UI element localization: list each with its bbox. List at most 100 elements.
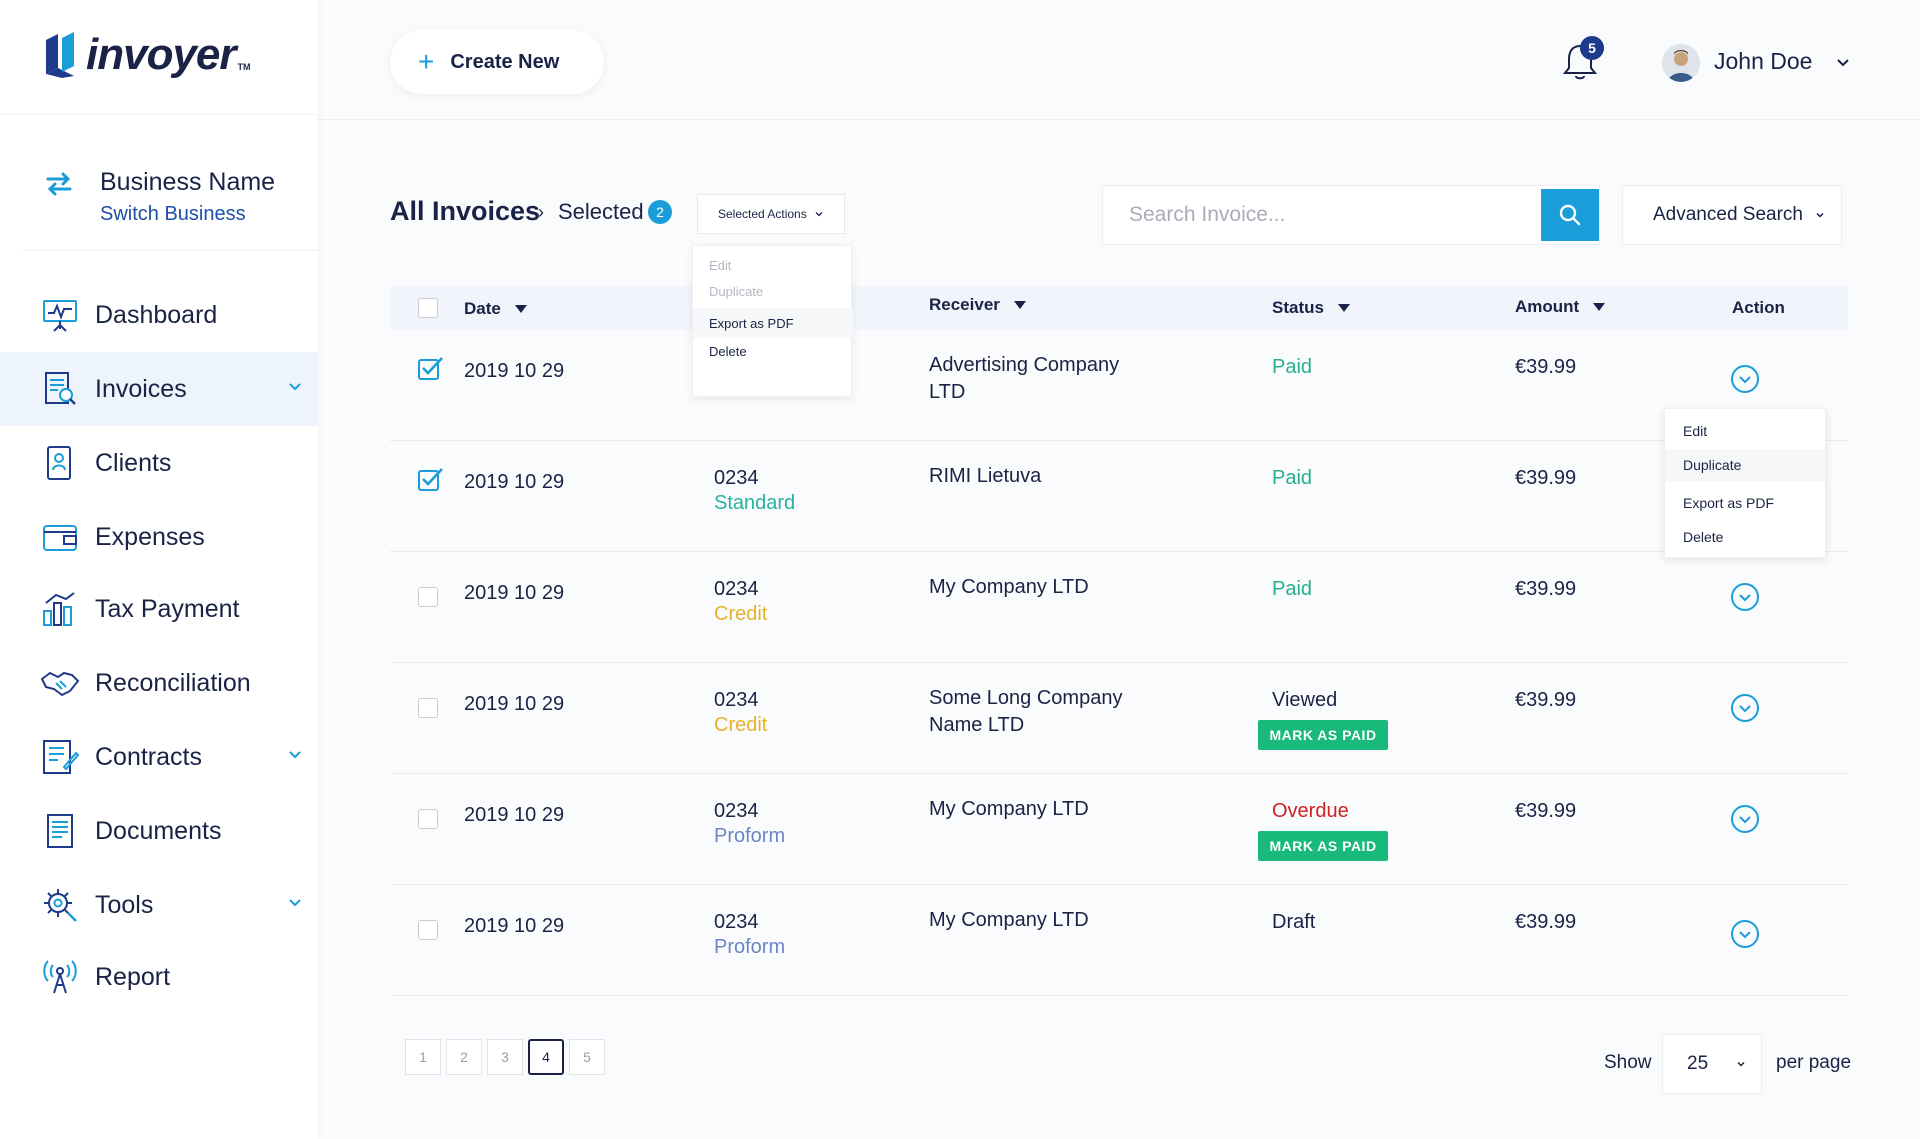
checkbox-checked-icon[interactable] (418, 356, 444, 380)
clients-icon (47, 446, 71, 480)
row-action-toggle-icon[interactable] (1730, 693, 1760, 723)
row-checkbox[interactable] (418, 920, 438, 940)
user-avatar-icon (1662, 44, 1700, 82)
per-page-label: per page (1776, 1052, 1852, 1073)
invoice-amount: €39.99 (1515, 356, 1577, 378)
dashboard-icon (43, 300, 77, 332)
receiver-header-label: Receiver (929, 295, 1000, 314)
chevron-down-icon[interactable] (288, 748, 302, 762)
status-header-label: Status (1272, 298, 1324, 317)
sidebar-item-report[interactable]: Report (0, 940, 318, 1014)
sort-caret-icon (1013, 301, 1026, 309)
sort-caret-icon (1593, 303, 1606, 311)
sidebar-item-documents[interactable]: Documents (0, 794, 318, 868)
chevron-down-icon[interactable] (288, 380, 302, 394)
mark-as-paid-button[interactable]: MARK AS PAID (1258, 831, 1388, 861)
page-1-button[interactable]: 1 (405, 1039, 441, 1075)
breadcrumb-separator: › (538, 202, 544, 222)
chevron-down-icon (1816, 212, 1824, 218)
sidebar-item-invoices[interactable]: Invoices (0, 352, 318, 426)
create-new-button[interactable]: + Create New (390, 30, 604, 94)
invoice-date: 2019 10 29 (464, 804, 565, 826)
sidebar-item-expenses[interactable]: Expenses (0, 500, 318, 574)
date-header-label: Date (464, 299, 501, 318)
sidebar-item-label: Reconciliation (95, 668, 251, 697)
invoice-amount: €39.99 (1515, 800, 1577, 822)
invoice-number: 0234 (714, 800, 759, 822)
switch-business-link[interactable]: Switch Business (100, 203, 246, 225)
status-text: Paid (1272, 356, 1313, 378)
table-row[interactable]: 2019 10 29 0234 Credit Some Long Company Nam… (390, 663, 1848, 774)
invoice-amount: €39.99 (1515, 911, 1577, 933)
chevron-down-icon[interactable] (288, 896, 302, 910)
row-menu-item-duplicate[interactable]: Duplicate (1665, 449, 1825, 481)
page-title: All Invoices (390, 196, 541, 226)
invoice-type: Proform (714, 936, 786, 958)
sidebar-item-clients[interactable]: Clients (0, 426, 318, 500)
table-row[interactable]: 2019 10 29 0234 Standard RIMI Lietuva Paid €3… (390, 441, 1848, 552)
checkbox-checked-icon[interactable] (418, 467, 444, 491)
brand-logo[interactable]: invoyer TM (44, 30, 251, 80)
sidebar-item-label: Expenses (95, 522, 205, 551)
chevron-down-icon (815, 212, 823, 217)
business-switcher[interactable]: Business Name Switch Business (44, 168, 275, 226)
receiver-name: My Company LTD (929, 798, 1089, 820)
sidebar-item-tax-payment[interactable]: Tax Payment (0, 572, 318, 646)
tools-gear-icon (44, 889, 77, 922)
chevron-down-icon[interactable] (1836, 56, 1850, 70)
table-header: Date Receiver Status Amount Action (390, 286, 1848, 330)
selected-actions-dropdown[interactable]: Selected Actions (697, 194, 845, 234)
sidebar-item-dashboard[interactable]: Dashboard (0, 278, 318, 352)
contract-icon (43, 740, 80, 774)
page-5-button[interactable]: 5 (569, 1039, 605, 1075)
sort-caret-icon (514, 305, 527, 313)
row-menu-item-edit[interactable]: Edit (1683, 423, 1708, 439)
row-action-toggle-icon[interactable] (1730, 804, 1760, 834)
per-page-value: 25 (1687, 1053, 1709, 1074)
search-input[interactable] (1103, 186, 1541, 244)
advanced-search-button[interactable]: Advanced Search (1622, 185, 1842, 245)
invoice-type: Credit (714, 714, 768, 736)
sidebar-item-contracts[interactable]: Contracts (0, 720, 318, 794)
row-action-toggle-icon[interactable] (1730, 364, 1760, 394)
amount-column-header[interactable]: Amount (1515, 297, 1606, 317)
amount-header-label: Amount (1515, 297, 1580, 316)
table-row[interactable]: 2019 10 29 0234 Proform My Company LTD Overd… (390, 774, 1848, 885)
row-checkbox[interactable] (418, 809, 438, 829)
menu-item-delete[interactable]: Delete (709, 343, 747, 359)
table-row[interactable]: 2019 10 29 0234 Proform My Company LTD Draft… (390, 885, 1848, 996)
receiver-name: Name LTD (929, 714, 1025, 736)
avatar[interactable] (1662, 44, 1700, 82)
row-menu-item-delete[interactable]: Delete (1683, 529, 1724, 545)
table-row[interactable]: 2019 10 29StandardAdvertising CompanyLTD… (390, 330, 1848, 441)
date-column-header[interactable]: Date (464, 299, 527, 319)
menu-item-export-as-pdf[interactable]: Export as PDF (693, 308, 853, 338)
table-row[interactable]: 2019 10 29 0234 Credit My Company LTD Paid €3… (390, 552, 1848, 663)
select-all-checkbox[interactable] (418, 298, 438, 318)
page-4-button[interactable]: 4 (528, 1039, 564, 1075)
search-button[interactable] (1541, 189, 1599, 241)
wallet-icon (43, 525, 77, 551)
row-checkbox[interactable] (418, 698, 438, 718)
sidebar-item-label: Report (95, 962, 171, 991)
business-name: Business Name (100, 168, 276, 196)
row-menu-item-export-as-pdf[interactable]: Export as PDF (1683, 495, 1775, 511)
sidebar-item-tools[interactable]: Tools (0, 868, 318, 942)
status-column-header[interactable]: Status (1272, 298, 1350, 318)
mark-as-paid-button[interactable]: MARK AS PAID (1258, 720, 1388, 750)
row-action-menu: Edit Duplicate Export as PDF Delete (1664, 408, 1826, 558)
row-action-toggle-icon[interactable] (1730, 919, 1760, 949)
search-icon (1559, 204, 1581, 226)
invoice-number: 0234 (714, 911, 759, 933)
invoice-amount: €39.99 (1515, 467, 1577, 489)
sidebar-item-reconciliation[interactable]: Reconciliation (0, 646, 318, 720)
receiver-name: Some Long Company (929, 687, 1123, 709)
row-action-toggle-icon[interactable] (1730, 582, 1760, 612)
page-3-button[interactable]: 3 (487, 1039, 523, 1075)
page-2-button[interactable]: 2 (446, 1039, 482, 1075)
user-name[interactable]: John Doe (1714, 48, 1813, 74)
sidebar-item-label: Dashboard (95, 300, 218, 329)
row-checkbox[interactable] (418, 587, 438, 607)
receiver-column-header[interactable]: Receiver (929, 295, 1026, 315)
per-page-select[interactable]: 25 (1662, 1034, 1762, 1094)
